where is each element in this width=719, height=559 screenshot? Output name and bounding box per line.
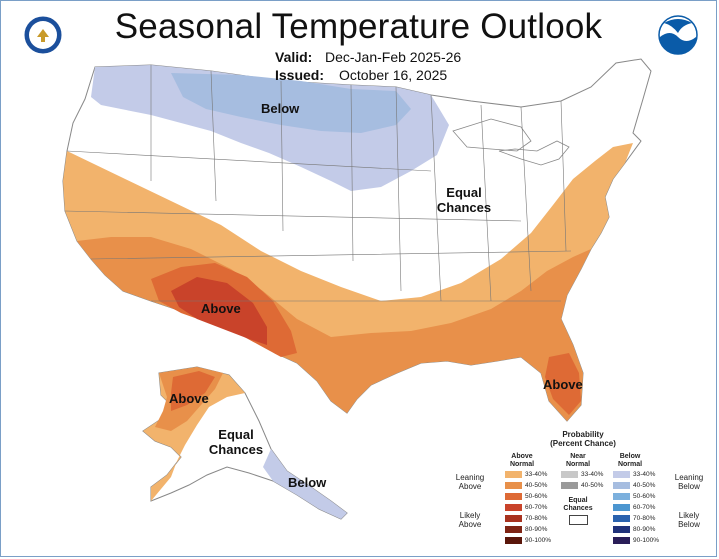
valid-label: Valid: xyxy=(275,49,313,65)
legend-likely-above: Likely Above xyxy=(458,511,482,529)
issued-date: Issued: October 16, 2025 xyxy=(275,67,447,83)
legend-below-label: 60-70% xyxy=(633,504,656,511)
legend-leaning-above: Leaning Above xyxy=(455,473,485,491)
legend-above-swatch xyxy=(505,504,522,511)
legend-below-label: 40-50% xyxy=(633,482,656,489)
legend-above-header: Above Normal xyxy=(509,453,535,468)
legend-above-swatch xyxy=(505,482,522,489)
legend-below-swatch xyxy=(613,482,630,489)
legend-below-swatch xyxy=(613,504,630,511)
legend-near-swatch xyxy=(561,471,578,478)
legend-above-label: 33-40% xyxy=(525,471,548,478)
legend-above-swatch xyxy=(505,537,522,544)
great-lakes xyxy=(452,118,570,166)
above-normal-50-60-alaska xyxy=(171,371,215,411)
legend-below-label: 90-100% xyxy=(633,537,660,544)
legend-below-swatch xyxy=(613,515,630,522)
legend-below-swatch xyxy=(613,493,630,500)
legend-above-label: 80-90% xyxy=(525,526,548,533)
legend-subtitle: (Percent Chance) xyxy=(550,439,616,448)
legend-above-label: 50-60% xyxy=(525,493,548,500)
legend-below-label: 70-80% xyxy=(633,515,656,522)
legend-above-swatch xyxy=(505,493,522,500)
legend-near-header: Near Normal xyxy=(565,453,591,468)
legend-title: Probability xyxy=(562,430,604,439)
legend-above-swatch xyxy=(505,515,522,522)
below-normal-40-50-conus xyxy=(171,73,411,133)
valid-period: Valid: Dec-Jan-Feb 2025-26 xyxy=(275,49,461,65)
above-normal-60-70-southwest xyxy=(171,277,267,345)
valid-value: Dec-Jan-Feb 2025-26 xyxy=(325,49,462,65)
legend-below-swatch xyxy=(613,537,630,544)
label-below-alaska: Below xyxy=(288,475,327,490)
legend-below-swatch xyxy=(613,471,630,478)
legend-near-label: 40-50% xyxy=(581,482,604,489)
above-normal-50-60-florida xyxy=(545,353,581,415)
legend-above-label: 90-100% xyxy=(525,537,552,544)
legend-near-label: 33-40% xyxy=(581,471,604,478)
label-equal-chances-conus: Equal Chances xyxy=(436,185,492,215)
legend-above-label: 60-70% xyxy=(525,504,548,511)
legend-below-label: 50-60% xyxy=(633,493,656,500)
legend-likely-below: Likely Below xyxy=(678,511,700,529)
commerce-seal-icon xyxy=(23,15,63,55)
probability-legend: Probability (Percent Chance) Above Norma… xyxy=(453,431,715,551)
legend-above-swatch xyxy=(505,471,522,478)
label-equal-chances-alaska: Equal Chances xyxy=(208,427,264,457)
legend-above-label: 70-80% xyxy=(525,515,548,522)
noaa-logo-icon xyxy=(658,15,698,55)
label-above-southwest: Above xyxy=(201,301,241,316)
label-below-north: Below xyxy=(261,101,300,116)
legend-equal-chances-swatch xyxy=(569,515,588,525)
page-title: Seasonal Temperature Outlook xyxy=(114,7,603,46)
below-normal-region-alaska xyxy=(263,449,347,519)
state-borders xyxy=(64,65,572,302)
legend-above-label: 40-50% xyxy=(525,482,548,489)
legend-below-swatch xyxy=(613,526,630,533)
legend-near-swatch xyxy=(561,482,578,489)
legend-below-header: Below Normal xyxy=(617,453,643,468)
legend-above-swatch xyxy=(505,526,522,533)
label-above-alaska: Above xyxy=(169,391,209,406)
label-above-florida: Above xyxy=(543,377,583,392)
issued-value: October 16, 2025 xyxy=(339,67,448,83)
legend-equal-chances: Equal Chances xyxy=(563,497,593,512)
legend-below-label: 80-90% xyxy=(633,526,656,533)
legend-below-label: 33-40% xyxy=(633,471,656,478)
issued-label: Issued: xyxy=(275,67,325,83)
legend-leaning-below: Leaning Below xyxy=(674,473,704,491)
